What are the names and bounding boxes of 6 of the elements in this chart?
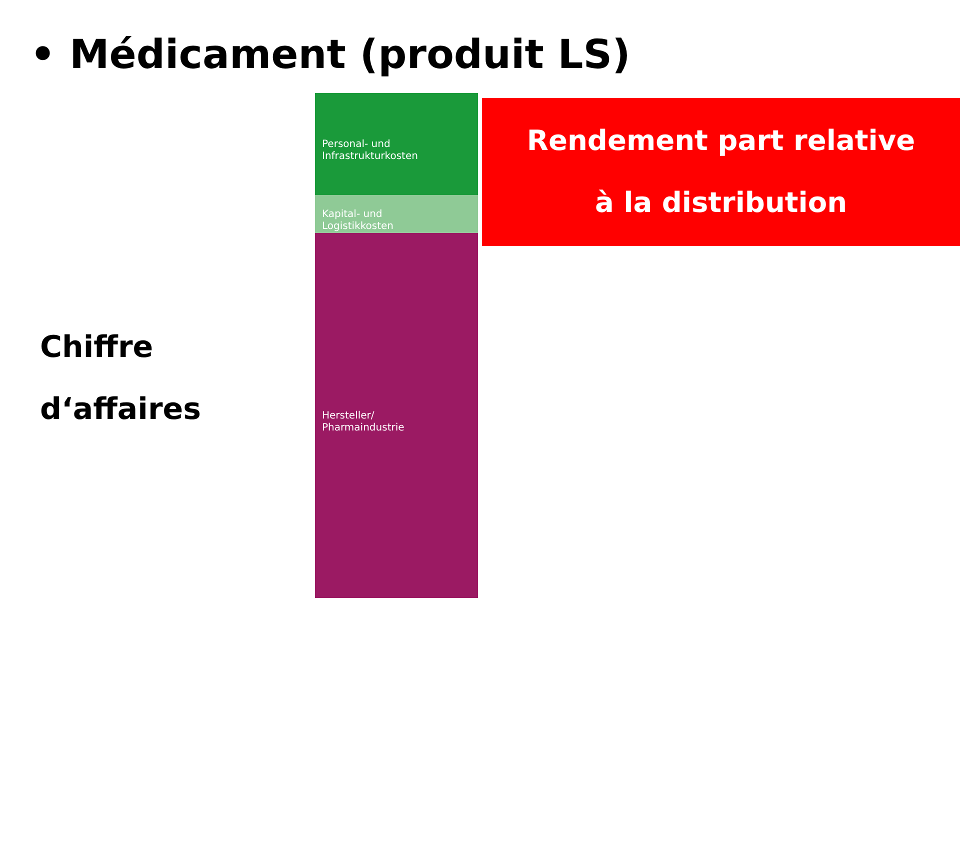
series-label: Hersteller/ Pharmaindustrie (322, 410, 404, 434)
text: Rendement part relative à la distribution (526, 124, 916, 219)
text: Chiffre d‘affaires (40, 330, 201, 427)
series-label: Kapital- und Logistikkosten (322, 208, 394, 232)
chart-title: • Médicament (produit LS) (30, 32, 630, 78)
series-label: Personal- und Infrastrukturkosten (322, 139, 418, 162)
